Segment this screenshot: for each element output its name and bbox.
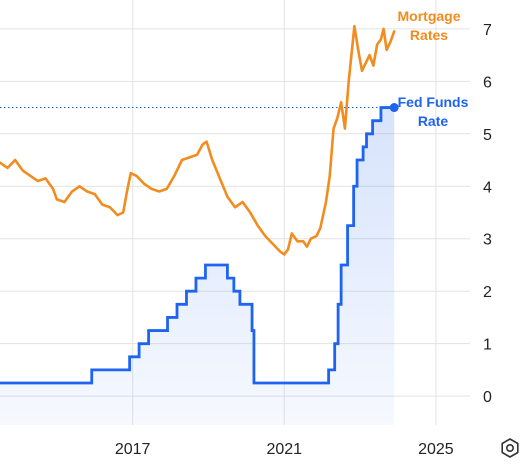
- series-label-mortgage-rates-line-1: Mortgage: [398, 8, 461, 24]
- y-tick-label-4: 4: [483, 179, 492, 196]
- series-label-mortgage-rates: Mortgage Rates: [398, 8, 461, 43]
- x-tick-label-2017: 2017: [115, 441, 151, 458]
- y-tick-label-3: 3: [483, 232, 492, 249]
- fed-funds-end-marker: [389, 103, 399, 113]
- y-tick-label-0: 0: [483, 389, 492, 406]
- grid: [0, 0, 470, 425]
- fed-funds-area: [0, 107, 395, 425]
- series-label-mortgage-rates-line-2: Rates: [410, 27, 448, 43]
- x-tick-label-2025: 2025: [418, 441, 454, 458]
- gear-icon-center: [505, 443, 514, 452]
- y-tick-label-1: 1: [483, 337, 492, 354]
- gear-icon-outline: [501, 438, 519, 458]
- gear-icon[interactable]: [501, 438, 519, 458]
- y-tick-label-2: 2: [483, 284, 492, 301]
- series-line-mortgage-rates: [0, 24, 396, 256]
- series-label-fed-funds-rate: Fed Funds Rate: [398, 94, 469, 129]
- series-line-fed-funds-rate: [0, 106, 395, 385]
- series-label-fed-funds-rate-line-2: Rate: [418, 113, 449, 129]
- series-label-fed-funds-rate-line-1: Fed Funds: [398, 94, 469, 110]
- y-tick-label-6: 6: [483, 74, 492, 91]
- x-tick-label-2021: 2021: [266, 441, 302, 458]
- y-tick-label-5: 5: [483, 127, 492, 144]
- y-tick-label-7: 7: [483, 22, 492, 39]
